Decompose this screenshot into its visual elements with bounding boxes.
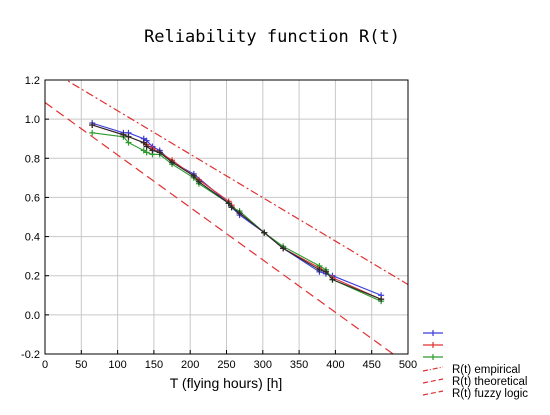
legend-entry: R(t) theoretical — [422, 376, 527, 388]
data-point — [190, 172, 197, 179]
legend-label: R(t) theoretical — [452, 376, 527, 388]
tick-labels: 0 50 100 150 200 250 300 350 400 450 500 -0.2 0.0 0.2… — [21, 75, 417, 371]
x-tick-label: 50 — [75, 359, 87, 371]
data-point — [322, 268, 329, 275]
data-point — [156, 149, 163, 156]
y-tick-label: 0.2 — [25, 271, 40, 283]
grid-lines — [45, 80, 408, 354]
x-tick-label: 500 — [399, 359, 417, 371]
data-point — [228, 204, 235, 211]
x-tick-label: 150 — [145, 359, 163, 371]
data-point — [89, 129, 96, 136]
data-point — [280, 245, 287, 252]
chart-title: Reliability function R(t) — [144, 27, 400, 47]
legend-entry — [423, 354, 443, 360]
upper-bound-line — [65, 80, 408, 286]
data-point — [125, 139, 132, 146]
data-point — [125, 133, 132, 140]
data-series — [89, 120, 385, 305]
legend-entry: R(t) empirical — [422, 364, 520, 376]
legend-swatch — [422, 366, 444, 372]
x-tick-label: 400 — [326, 359, 344, 371]
plot-frame — [44, 79, 409, 355]
data-point — [89, 122, 96, 129]
data-point — [169, 159, 176, 166]
y-tick-label: 0.0 — [25, 310, 40, 322]
y-tick-label: 1.0 — [25, 114, 40, 126]
data-point — [143, 143, 150, 150]
data-point — [236, 210, 243, 217]
lower-bound-line — [45, 102, 395, 354]
y-tick-label: 1.2 — [25, 75, 40, 87]
data-point — [316, 266, 323, 273]
bound-lines — [45, 80, 408, 354]
data-point — [120, 131, 127, 138]
x-axis-title: T (flying hours) [h] — [170, 375, 283, 391]
data-point — [329, 276, 336, 283]
x-tick-label: 450 — [363, 359, 381, 371]
legend-label: R(t) fuzzy logic — [452, 388, 528, 400]
series-4 — [89, 122, 385, 303]
legend-label: R(t) empirical — [452, 364, 520, 376]
legend-swatch — [422, 390, 444, 396]
x-tick-label: 250 — [217, 359, 235, 371]
data-point — [149, 147, 156, 154]
data-point — [143, 149, 150, 156]
x-tick-label: 300 — [254, 359, 272, 371]
x-tick-label: 200 — [181, 359, 199, 371]
legend-entry — [423, 330, 443, 336]
data-point — [140, 139, 147, 146]
x-tick-label: 0 — [42, 359, 48, 371]
x-tick-label: 350 — [290, 359, 308, 371]
x-tick-label: 100 — [108, 359, 126, 371]
data-point — [378, 296, 385, 303]
data-point — [195, 178, 202, 185]
legend-swatch — [422, 378, 444, 384]
legend-entry: R(t) fuzzy logic — [422, 388, 528, 400]
y-tick-label: 0.6 — [25, 192, 40, 204]
data-point — [225, 200, 232, 207]
legend-entry — [423, 342, 443, 348]
y-tick-label: 0.4 — [25, 232, 40, 244]
y-tick-label: 0.8 — [25, 153, 40, 165]
data-point — [261, 229, 268, 236]
y-tick-label: -0.2 — [21, 349, 40, 361]
